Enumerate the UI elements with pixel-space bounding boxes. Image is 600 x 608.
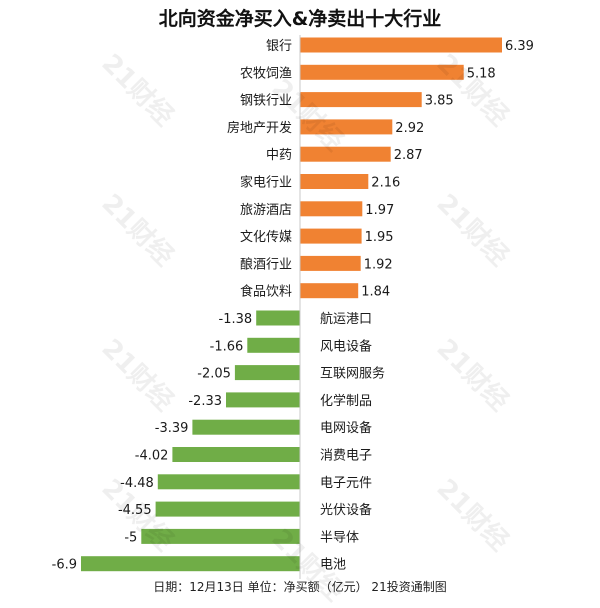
category-label: 互联网服务	[320, 366, 385, 382]
value-label: -3.39	[155, 421, 189, 436]
bar	[300, 119, 393, 135]
value-label: -2.05	[197, 367, 231, 382]
bar	[300, 201, 363, 217]
chart-title: 北向资金净买入&净卖出十大行业	[158, 8, 442, 30]
bar	[247, 337, 300, 353]
bar	[155, 501, 300, 517]
category-label: 化学制品	[320, 393, 372, 409]
bar	[256, 310, 300, 326]
value-label: -2.33	[188, 394, 222, 409]
category-label: 农牧饲渔	[240, 66, 292, 81]
bar	[300, 64, 464, 80]
bar	[300, 92, 422, 108]
value-label: 1.84	[361, 285, 390, 300]
value-label: -4.48	[120, 476, 154, 491]
value-label: 2.92	[395, 121, 424, 136]
category-label: 家电行业	[240, 175, 292, 191]
category-label: 钢铁行业	[240, 94, 292, 109]
bar	[300, 228, 362, 244]
category-label: 电子元件	[320, 476, 372, 491]
bar	[226, 392, 300, 408]
value-label: -6.9	[52, 558, 77, 573]
bar	[192, 419, 300, 435]
value-label: 2.87	[394, 148, 423, 163]
bar	[300, 283, 359, 299]
value-label: 1.95	[365, 230, 394, 245]
bar	[300, 255, 361, 271]
value-label: 5.18	[467, 66, 496, 81]
category-label: 电网设备	[320, 420, 372, 436]
category-label: 旅游酒店	[240, 203, 292, 218]
category-label: 电池	[320, 558, 346, 573]
category-label: 酿酒行业	[240, 256, 292, 272]
value-label: 1.92	[364, 257, 393, 272]
value-label: 2.16	[371, 176, 400, 191]
bar	[300, 37, 502, 53]
category-label: 银行	[266, 39, 292, 54]
bar	[81, 556, 300, 572]
value-label: -1.38	[219, 312, 253, 327]
bar	[300, 146, 391, 162]
category-label: 食品饮料	[240, 284, 292, 300]
value-label: 1.97	[365, 203, 394, 218]
category-label: 风电设备	[320, 338, 372, 354]
bar	[157, 474, 300, 490]
category-label: 半导体	[320, 530, 359, 545]
chart-footer: 日期：12月13日 单位：净买额（亿元） 21投资通制图	[153, 580, 447, 594]
category-label: 消费电子	[320, 449, 372, 464]
value-label: 3.85	[425, 94, 454, 109]
category-label: 航运港口	[320, 311, 372, 327]
category-label: 房地产开发	[227, 120, 292, 136]
value-label: -5	[124, 530, 137, 545]
value-label: -4.02	[135, 449, 169, 464]
bar	[172, 447, 300, 462]
category-label: 文化传媒	[240, 230, 292, 245]
bar	[234, 365, 300, 381]
value-label: -1.66	[210, 339, 244, 354]
category-label: 光伏设备	[320, 502, 372, 518]
category-label: 中药	[266, 148, 292, 163]
value-label: 6.39	[505, 39, 534, 54]
bar	[300, 174, 369, 189]
bar	[141, 528, 300, 544]
value-label: -4.55	[118, 503, 152, 518]
